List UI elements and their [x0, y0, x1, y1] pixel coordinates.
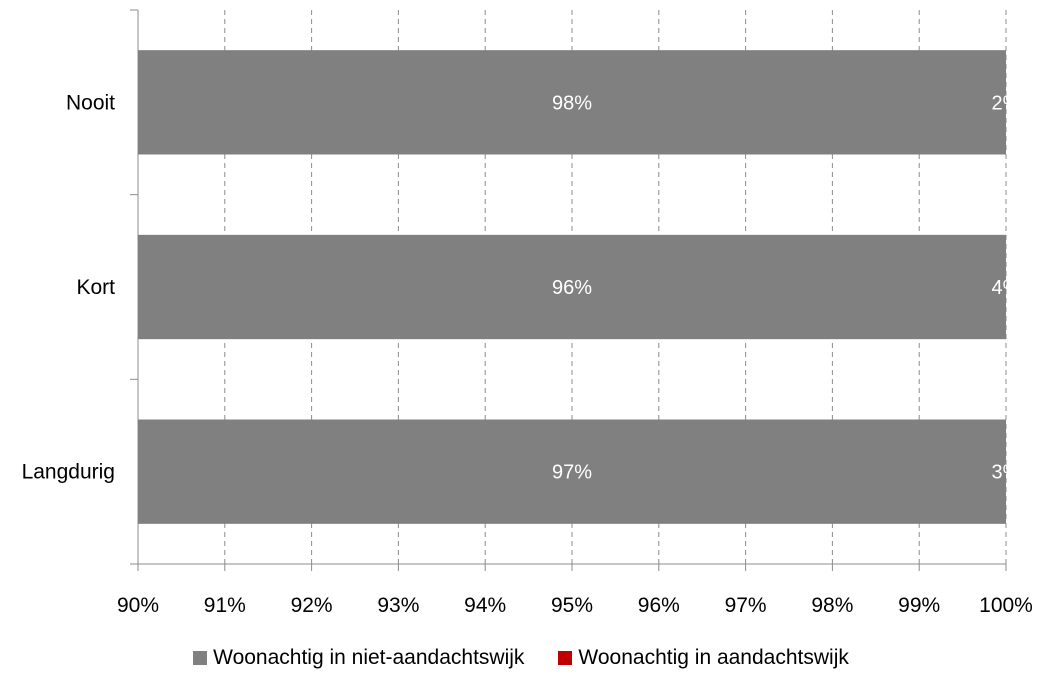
x-tick-label: 94% [464, 594, 506, 617]
category-label: Nooit [66, 91, 115, 114]
legend-label: Woonachtig in aandachtswijk [578, 646, 849, 669]
x-tick-label: 93% [377, 594, 419, 617]
data-label: 2% [992, 92, 1021, 114]
bar-segment [138, 234, 1006, 340]
x-tick-label: 92% [291, 594, 333, 617]
x-tick-label: 98% [811, 594, 853, 617]
data-label: 3% [992, 462, 1021, 484]
legend-label: Woonachtig in niet-aandachtswijk [213, 646, 525, 669]
legend-item-niet-aandachtswijk: Woonachtig in niet-aandachtswijk [193, 646, 524, 670]
category-label: Kort [76, 276, 115, 299]
x-tick-label: 95% [551, 594, 593, 617]
data-label: 97% [552, 462, 592, 484]
legend: Woonachtig in niet-aandachtswijk Woonach… [0, 644, 1042, 672]
chart: 90% 91% 92% 93% 94% 95% 96% 97% 98% 99% 100% 98% 2% N… [22, 9, 1033, 617]
x-tick-label: 90% [117, 594, 159, 617]
x-tick-label: 96% [638, 594, 680, 617]
legend-swatch-niet-aandachtswijk [193, 651, 208, 665]
data-label: 96% [552, 277, 592, 299]
bar-segment [138, 50, 1006, 155]
bar-segment [138, 419, 1006, 524]
x-tick-label: 100% [979, 594, 1033, 617]
data-label: 98% [552, 92, 592, 114]
category-label: Langdurig [22, 461, 115, 484]
legend-item-aandachtswijk: Woonachtig in aandachtswijk [558, 646, 849, 670]
data-label: 4% [992, 277, 1021, 299]
x-tick-label: 97% [725, 594, 767, 617]
x-tick-label: 99% [898, 594, 940, 617]
x-tick-label: 91% [204, 594, 246, 617]
legend-swatch-aandachtswijk [558, 651, 573, 665]
